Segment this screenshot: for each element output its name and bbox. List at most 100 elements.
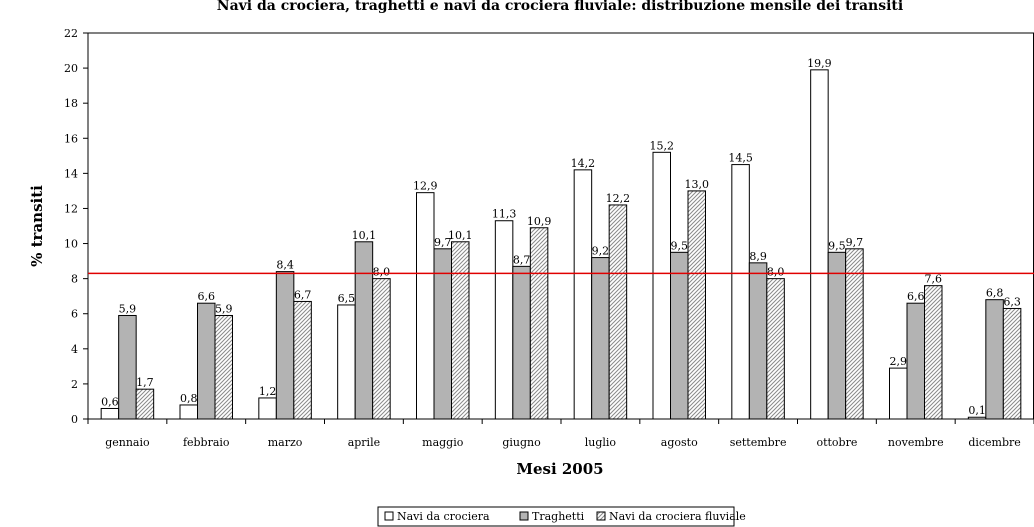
bar [766,278,785,420]
bar [967,416,987,420]
bar [1002,307,1022,420]
data-label: 0,8 [180,392,198,405]
data-label: 9,5 [671,239,689,252]
data-label: 12,9 [413,180,438,193]
bar [573,169,593,420]
y-tick-label: 22 [64,27,78,40]
bar [652,151,671,420]
x-tick-label: agosto [661,436,698,449]
x-tick-label: ottobre [816,436,857,449]
legend-label: Traghetti [532,510,585,523]
x-tick-label: marzo [268,436,303,449]
bar [748,262,768,420]
bar [416,192,435,420]
bar [608,204,628,420]
data-label: 6,8 [986,287,1004,300]
data-label: 9,7 [846,236,864,249]
data-label: 2,9 [890,355,908,368]
bar [494,220,514,420]
bar [179,404,198,420]
data-label: 9,7 [434,236,452,249]
bar [118,314,137,420]
data-label: 13,0 [685,178,710,191]
x-tick-label: aprile [348,436,380,449]
bar [529,227,549,420]
bar [293,300,312,420]
data-label: 12,2 [606,192,631,205]
data-label: 1,7 [136,376,154,389]
data-label: 10,1 [352,229,377,242]
y-tick-label: 20 [64,62,78,75]
data-label: 6,7 [294,288,312,301]
x-tick-label: novembre [888,436,944,449]
x-tick-label: maggio [422,436,464,449]
x-tick-label: luglio [585,436,617,449]
bar [135,388,155,420]
data-label: 14,2 [571,157,596,170]
data-label: 5,9 [215,302,233,315]
data-label: 8,9 [749,250,767,263]
data-label: 7,6 [925,273,943,286]
bar [512,265,531,420]
data-label: 0,6 [101,395,119,408]
bar [433,248,452,420]
bar [845,248,864,420]
bar [889,367,908,420]
data-label: 19,9 [807,57,832,70]
data-label: 9,2 [592,245,610,258]
bar [924,285,943,420]
data-label: 8,0 [767,266,785,279]
data-label: 10,1 [448,229,473,242]
data-label: 6,6 [198,290,216,303]
y-tick-label: 14 [64,167,78,180]
data-label: 8,0 [373,266,391,279]
bar [670,251,689,420]
bar [100,407,120,420]
legend-swatch [384,511,394,521]
bar [827,251,847,420]
data-label: 6,6 [907,290,925,303]
bar [451,241,470,420]
data-label: 15,2 [650,139,675,152]
x-tick-label: settembre [730,436,787,449]
data-label: 6,5 [338,292,356,305]
x-tick-label: dicembre [968,436,1020,449]
x-axis-title: Mesi 2005 [516,460,603,478]
data-label: 14,5 [728,152,753,165]
y-tick-label: 18 [64,97,78,110]
legend: Navi da crociera Traghetti Navi da crocier… [377,506,746,527]
bar [258,397,277,420]
x-tick-label: gennaio [105,436,150,449]
data-label: 5,9 [119,302,137,315]
data-label: 8,7 [513,253,531,266]
y-tick-label: 0 [71,413,78,426]
data-label: 0,1 [968,404,986,417]
bar [810,69,829,420]
bar [337,304,356,420]
bar [687,190,706,420]
y-tick-label: 12 [64,202,78,215]
legend-swatch [596,511,606,521]
bar [906,302,925,420]
y-axis-title: % transiti [28,185,46,267]
data-label: 6,3 [1003,295,1021,308]
bar [197,302,216,420]
y-tick-label: 10 [64,238,78,251]
y-tick-label: 8 [71,273,78,286]
y-tick-label: 4 [71,343,78,356]
chart-title: Navi da crociera, traghetti e navi da cr… [217,0,903,14]
legend-box [377,506,735,527]
bar [214,314,233,420]
y-tick-label: 6 [71,308,78,321]
bar [985,299,1004,420]
x-tick-label: giugno [502,436,541,449]
data-label: 9,5 [828,239,846,252]
y-tick-label: 16 [64,132,78,145]
data-label: 8,4 [276,259,294,272]
plot-area: 0 2 4 6 8 10 12 14 16 18 20 22 gennaio febbraio marzo a… [28,27,1034,478]
data-label: 1,2 [259,385,277,398]
x-tick-label: febbraio [183,436,230,449]
bar [731,164,750,420]
